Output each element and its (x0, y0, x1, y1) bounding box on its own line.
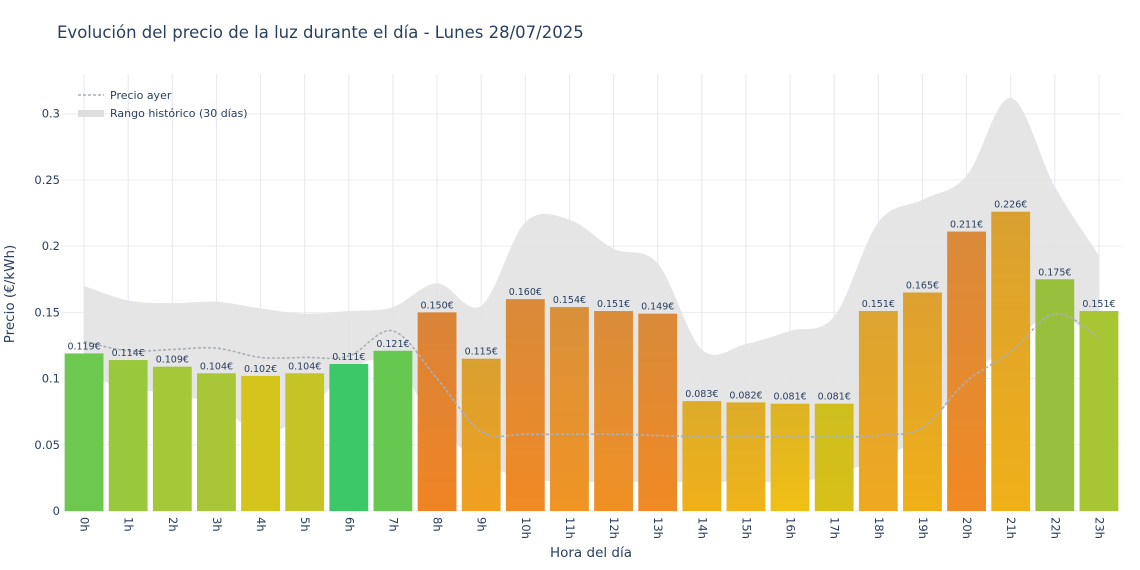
bar-value-label: 0.150€ (420, 300, 453, 311)
x-tick-label: 7h (386, 517, 400, 532)
bar-value-label: 0.151€ (1082, 299, 1115, 310)
bar-value-label: 0.082€ (729, 390, 762, 401)
price-bar-9h[interactable] (461, 358, 501, 511)
yesterday-line-path (83, 312, 1100, 438)
x-tick-label: 20h (960, 517, 974, 539)
x-tick-label: 3h (210, 517, 224, 532)
historical-range-band (84, 97, 1099, 483)
x-tick-label: 11h (563, 517, 577, 539)
data-labels: 0.119€ 0.114€ 0.109€ 0.104€ 0.102€ 0.104€ 0.11… (67, 200, 1115, 403)
y-tick-label: 0 (53, 504, 60, 518)
chart-title: Evolución del precio de la luz durante e… (57, 23, 584, 42)
price-bar-8h[interactable] (417, 312, 457, 511)
x-tick-label: 10h (519, 517, 533, 539)
price-bar-6h[interactable] (329, 364, 369, 511)
x-tick-label: 2h (166, 517, 180, 532)
x-tick-label: 9h (475, 517, 489, 532)
price-bar-7h[interactable] (373, 350, 413, 511)
price-bar-1h[interactable] (108, 360, 148, 511)
x-tick-label: 14h (695, 517, 709, 539)
bar-value-label: 0.121€ (376, 339, 409, 350)
bars (64, 211, 1119, 512)
price-bar-0h[interactable] (64, 353, 104, 511)
x-tick-label: 6h (342, 517, 356, 532)
bar-value-label: 0.211€ (950, 220, 983, 231)
historical-range-area (84, 97, 1099, 483)
x-axis-ticks: 0h 1h 2h 3h 4h 5h 6h 7h 8h 9h 10h 11h 12h 13h 14h 15h 16… (78, 517, 1107, 539)
y-tick-label: 0.3 (42, 107, 60, 121)
price-bar-3h[interactable] (197, 373, 236, 511)
bar-value-label: 0.149€ (641, 302, 674, 313)
price-bar-22h[interactable] (1035, 279, 1075, 511)
bar-value-label: 0.081€ (773, 392, 806, 403)
price-bar-20h[interactable] (947, 231, 986, 512)
x-tick-label: 15h (739, 517, 753, 539)
x-tick-label: 12h (607, 517, 621, 539)
bar-value-label: 0.226€ (994, 200, 1027, 211)
bar-value-label: 0.109€ (156, 355, 189, 366)
x-tick-label: 19h (916, 517, 930, 539)
bar-value-label: 0.151€ (862, 299, 895, 310)
x-tick-label: 21h (1004, 517, 1018, 539)
price-bar-4h[interactable] (241, 375, 280, 511)
price-bar-18h[interactable] (858, 311, 898, 511)
x-axis-title: Hora del día (550, 545, 632, 561)
y-tick-label: 0.1 (42, 372, 60, 386)
legend-swatch-range (78, 110, 104, 117)
x-tick-label: 0h (78, 517, 92, 532)
price-bar-17h[interactable] (814, 403, 854, 511)
bar-value-label: 0.114€ (112, 348, 145, 359)
price-bar-16h[interactable] (770, 403, 810, 511)
price-bar-23h[interactable] (1079, 311, 1119, 511)
price-bar-15h[interactable] (726, 402, 766, 511)
price-bar-2h[interactable] (152, 366, 192, 511)
bar-value-label: 0.119€ (67, 341, 100, 352)
bar-value-label: 0.111€ (332, 352, 365, 363)
x-tick-label: 16h (784, 517, 798, 539)
x-tick-label: 18h (872, 517, 886, 539)
price-bar-19h[interactable] (903, 292, 942, 512)
bar-value-label: 0.165€ (906, 281, 939, 292)
x-tick-label: 23h (1092, 517, 1106, 539)
legend-label-yesterday[interactable]: Precio ayer (110, 89, 172, 102)
bar-value-label: 0.083€ (685, 389, 718, 400)
x-tick-label: 22h (1048, 517, 1062, 539)
y-tick-label: 0.05 (34, 438, 60, 452)
bar-value-label: 0.154€ (553, 295, 586, 306)
bar-value-label: 0.081€ (818, 392, 851, 403)
price-bar-21h[interactable] (991, 211, 1031, 512)
bar-value-label: 0.175€ (1038, 267, 1071, 278)
y-tick-label: 0.2 (42, 239, 60, 253)
x-tick-label: 5h (298, 517, 312, 532)
y-tick-label: 0.25 (34, 173, 60, 187)
yesterday-price-line (83, 312, 1100, 438)
x-tick-label: 1h (122, 517, 136, 532)
x-tick-label: 8h (431, 517, 445, 532)
price-bar-11h[interactable] (550, 307, 589, 511)
bar-value-label: 0.104€ (200, 361, 233, 372)
price-bar-14h[interactable] (682, 401, 722, 511)
y-tick-label: 0.15 (34, 305, 60, 319)
bar-value-label: 0.104€ (288, 361, 321, 372)
price-bar-10h[interactable] (505, 299, 545, 511)
legend-label-range[interactable]: Rango histórico (30 días) (110, 107, 248, 120)
bar-value-label: 0.115€ (465, 347, 498, 358)
x-tick-label: 17h (828, 517, 842, 539)
price-bar-12h[interactable] (594, 311, 633, 511)
bar-value-label: 0.151€ (597, 299, 630, 310)
y-axis-ticks: 0 0.05 0.1 0.15 0.2 0.25 0.3 (34, 107, 60, 518)
bar-value-label: 0.160€ (509, 287, 542, 298)
y-axis-title: Precio (€/kWh) (2, 245, 18, 344)
price-bar-5h[interactable] (285, 373, 325, 511)
price-bar-13h[interactable] (638, 313, 678, 511)
x-tick-label: 13h (651, 517, 665, 539)
legend[interactable]: Precio ayer Rango histórico (30 días) (78, 89, 248, 120)
bar-value-label: 0.102€ (244, 364, 277, 375)
x-tick-label: 4h (254, 517, 268, 532)
